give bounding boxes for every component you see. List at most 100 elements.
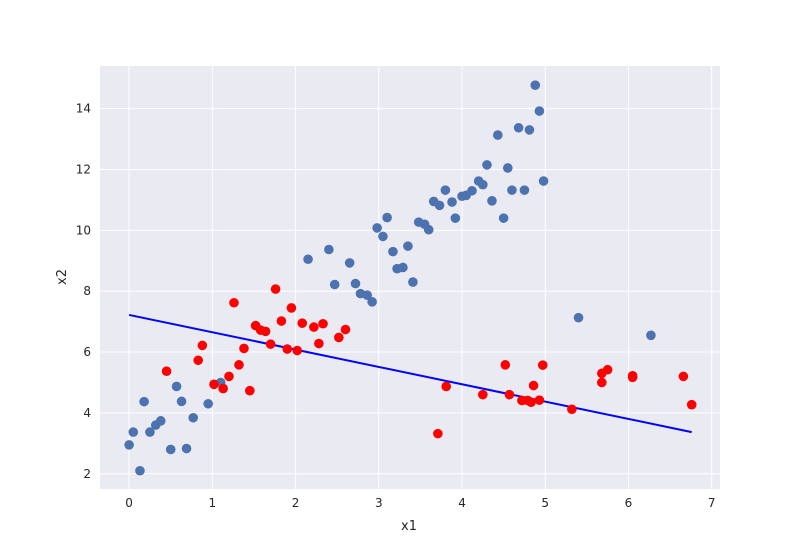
data-point (441, 381, 452, 392)
data-point (350, 278, 361, 289)
x-tick-label: 7 (708, 496, 716, 510)
data-point (434, 200, 445, 211)
y-tick-labels: 2 4 6 8 10 12 14 (76, 102, 91, 481)
data-point (303, 254, 313, 265)
data-point (433, 428, 443, 439)
data-point (124, 440, 134, 450)
data-point (128, 427, 139, 437)
data-point (224, 371, 234, 382)
data-point (573, 312, 584, 323)
data-point (165, 444, 176, 455)
data-point (276, 316, 287, 326)
data-point (597, 377, 607, 388)
data-point (403, 241, 413, 251)
y-tick-label: 4 (83, 406, 91, 420)
data-point (467, 185, 477, 196)
data-point (504, 389, 515, 400)
data-point (524, 125, 535, 135)
data-point (487, 196, 497, 206)
data-point (478, 179, 488, 190)
data-point (378, 231, 388, 242)
data-point (530, 80, 541, 90)
data-point (239, 343, 249, 354)
data-point (398, 262, 408, 273)
x-tick-label: 4 (458, 496, 466, 510)
grid-lines (100, 66, 720, 489)
data-point (447, 197, 457, 207)
x-tick-label: 1 (209, 496, 217, 510)
data-point (329, 279, 340, 290)
data-point (602, 364, 613, 375)
data-point (209, 379, 219, 390)
data-point (155, 416, 166, 426)
data-point (534, 395, 545, 405)
data-point (538, 176, 549, 186)
data-point (502, 163, 513, 173)
data-point (646, 330, 656, 341)
x-tick-label: 5 (541, 496, 549, 510)
y-axis-label: x2 (55, 269, 70, 285)
y-tick-label: 12 (76, 162, 91, 176)
data-point (528, 380, 539, 391)
data-point (181, 443, 192, 454)
data-point (344, 258, 355, 268)
data-point (500, 360, 511, 370)
data-point (388, 246, 398, 257)
x-tick-label: 2 (292, 496, 300, 510)
data-point (161, 366, 172, 377)
data-point (324, 244, 334, 255)
data-point (678, 371, 689, 382)
data-point (334, 332, 344, 343)
data-point (408, 277, 418, 287)
y-tick-label: 8 (83, 284, 91, 298)
data-point (567, 404, 577, 415)
data-point (139, 396, 149, 407)
data-point (229, 297, 239, 308)
data-point (382, 212, 392, 223)
data-point (203, 398, 213, 409)
plot-background (100, 66, 720, 489)
data-points (124, 80, 697, 476)
data-point (282, 344, 293, 354)
data-point (440, 185, 451, 195)
data-point (627, 372, 638, 383)
data-point (297, 318, 308, 328)
data-point (145, 427, 155, 437)
data-point (193, 355, 204, 366)
data-point (498, 213, 509, 223)
y-tick-label: 10 (76, 223, 91, 237)
x-tick-label: 0 (125, 496, 133, 510)
data-point (135, 465, 145, 476)
data-point (686, 399, 697, 410)
data-point (318, 318, 328, 329)
data-point (482, 160, 492, 170)
y-tick-label: 6 (83, 345, 91, 359)
x-tick-labels: 0 1 2 3 4 5 6 7 (125, 496, 715, 510)
data-point (171, 381, 182, 392)
x-axis-label: x1 (401, 519, 417, 534)
data-point (513, 122, 524, 133)
data-point (372, 223, 382, 233)
data-point (492, 130, 503, 140)
data-point (309, 322, 319, 332)
regression-line-layer (128, 313, 692, 434)
x-tick-label: 6 (625, 496, 633, 510)
data-point (176, 396, 187, 407)
data-point (367, 297, 377, 307)
data-point (526, 397, 536, 408)
data-point (292, 345, 303, 356)
y-tick-label: 14 (76, 102, 91, 116)
regression-line (128, 313, 692, 434)
data-point (270, 284, 281, 294)
data-point (234, 360, 244, 370)
y-tick-label: 2 (83, 467, 91, 481)
data-point (260, 326, 271, 337)
data-point (265, 339, 276, 349)
x-tick-label: 3 (375, 496, 383, 510)
data-point (450, 213, 461, 223)
data-point (286, 303, 297, 313)
data-point (423, 224, 434, 235)
data-point (478, 389, 488, 400)
data-point (188, 412, 199, 423)
